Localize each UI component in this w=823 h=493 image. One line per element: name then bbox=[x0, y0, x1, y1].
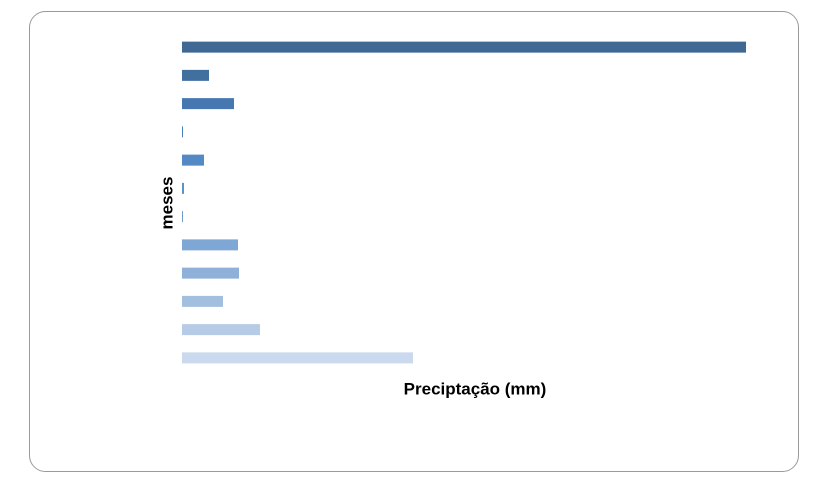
bar bbox=[182, 69, 209, 81]
chart-frame bbox=[29, 11, 799, 472]
y-axis-label: meses bbox=[157, 177, 176, 230]
bar bbox=[182, 98, 234, 110]
bar bbox=[182, 126, 183, 138]
bar bbox=[182, 239, 238, 251]
bar bbox=[182, 267, 239, 279]
bar bbox=[182, 352, 413, 364]
bar bbox=[182, 41, 746, 53]
bar bbox=[182, 295, 223, 307]
bar bbox=[182, 324, 260, 336]
bar bbox=[182, 154, 204, 166]
x-axis-label: Preciptação (mm) bbox=[404, 379, 547, 398]
bar bbox=[182, 182, 184, 194]
bar bbox=[182, 211, 183, 223]
